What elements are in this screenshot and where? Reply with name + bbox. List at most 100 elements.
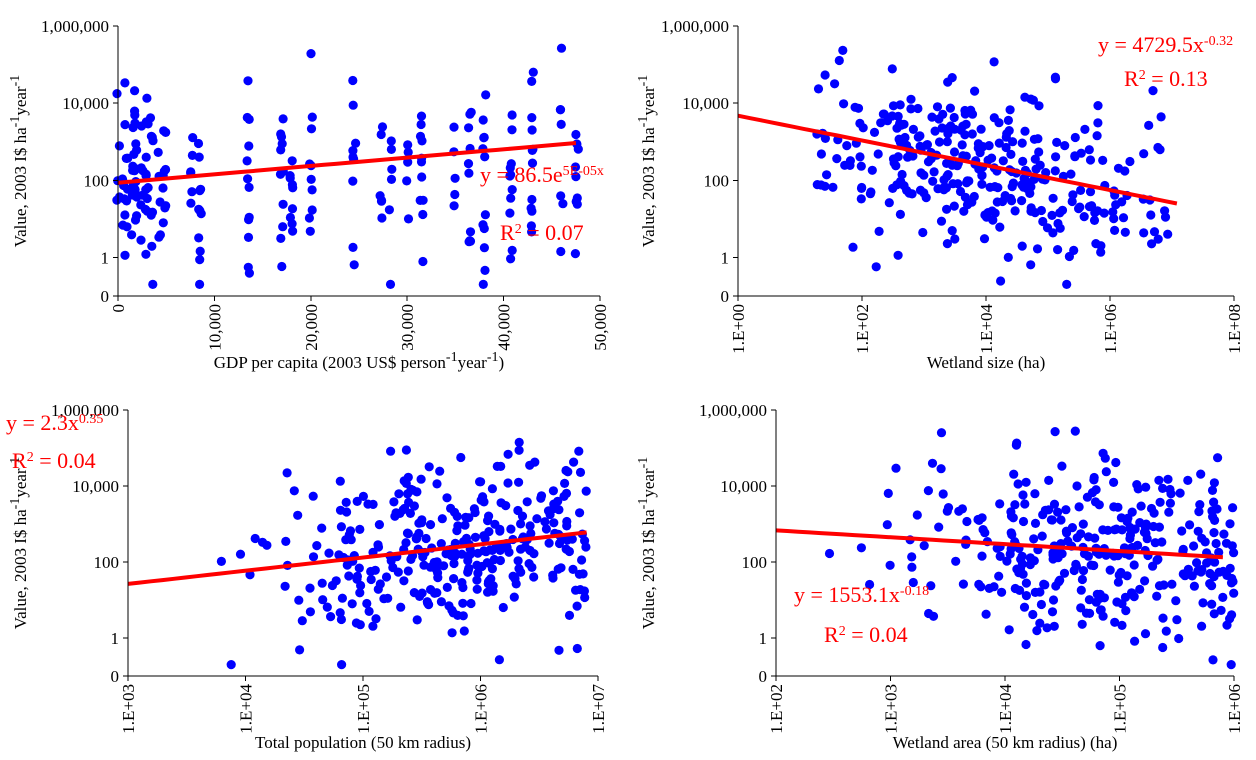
- y-tick-label: 100: [742, 553, 768, 572]
- chart-bottom-left: 0 1 100 10,000 1,000,000 1.E+03 1.E+04 1.E+05 1.…: [6, 401, 608, 752]
- x-tick-label: 0: [109, 304, 128, 313]
- data-point: [112, 89, 122, 99]
- x-tick-label: 20,000: [302, 304, 321, 351]
- trend-equation: y = 4729.5x-0.32: [1098, 32, 1233, 57]
- data-point: [527, 194, 537, 205]
- data-point: [424, 600, 434, 610]
- data-point: [1053, 507, 1063, 517]
- data-point: [1004, 126, 1014, 136]
- data-point: [906, 104, 916, 114]
- data-point: [942, 239, 952, 249]
- data-point: [899, 181, 909, 191]
- data-point: [216, 556, 226, 566]
- x-axis-label: Wetland area (50 km radius) (ha): [893, 733, 1118, 752]
- data-point: [530, 457, 540, 467]
- data-point: [990, 208, 1000, 218]
- data-point: [1030, 489, 1040, 499]
- data-point: [282, 468, 292, 478]
- data-point: [1048, 193, 1058, 203]
- data-point: [466, 107, 476, 117]
- data-point: [416, 157, 427, 167]
- data-point: [377, 213, 387, 223]
- data-point: [288, 226, 298, 236]
- data-point: [1038, 216, 1048, 227]
- y-tick-label: 100: [704, 171, 730, 190]
- data-point: [416, 474, 426, 484]
- data-point: [903, 152, 913, 162]
- y-tick-label: 100: [84, 171, 110, 190]
- data-point: [922, 140, 932, 150]
- data-point: [908, 577, 918, 588]
- data-point: [949, 201, 959, 211]
- data-point: [1017, 196, 1027, 206]
- data-point: [194, 233, 204, 243]
- data-point: [507, 125, 517, 135]
- data-point: [960, 130, 970, 140]
- x-tick-label: 1.E+05: [354, 684, 373, 734]
- data-point: [977, 551, 987, 561]
- data-point: [541, 524, 552, 534]
- data-point: [1072, 481, 1082, 491]
- data-point: [1032, 626, 1042, 636]
- data-point: [832, 154, 842, 164]
- data-point: [1127, 588, 1137, 598]
- data-point: [1149, 227, 1160, 237]
- data-point: [1015, 585, 1025, 595]
- data-point: [895, 209, 905, 219]
- data-point: [418, 209, 428, 220]
- data-point: [277, 261, 287, 272]
- data-point: [830, 79, 840, 89]
- data-point: [306, 174, 316, 184]
- data-point: [1192, 558, 1202, 568]
- data-point: [918, 227, 928, 238]
- data-point: [307, 185, 317, 195]
- data-point: [1161, 626, 1171, 636]
- data-point: [1140, 629, 1151, 639]
- data-point: [317, 578, 327, 588]
- x-tick-label: 1.E+04: [996, 684, 1015, 734]
- data-point: [580, 592, 590, 603]
- data-point: [527, 113, 537, 123]
- data-point: [942, 506, 952, 516]
- data-point: [459, 537, 469, 547]
- data-point: [571, 129, 581, 140]
- data-point: [527, 158, 538, 168]
- data-point: [421, 533, 431, 544]
- data-point: [1195, 500, 1205, 510]
- data-point: [1030, 154, 1040, 164]
- data-point: [938, 489, 948, 499]
- data-point: [193, 138, 204, 149]
- x-axis-label: GDP per capita (2003 US$ person-1year-1): [214, 350, 504, 373]
- data-point: [976, 582, 986, 592]
- data-point: [387, 164, 397, 174]
- data-point: [561, 544, 571, 554]
- data-point: [1227, 541, 1237, 551]
- trendline: [737, 113, 1178, 206]
- data-point: [824, 548, 835, 559]
- data-point: [143, 183, 153, 193]
- data-point: [464, 123, 474, 133]
- data-point: [447, 628, 457, 638]
- data-point: [487, 484, 497, 494]
- data-point: [463, 551, 473, 561]
- data-point: [522, 497, 532, 507]
- y-tick-label: 10,000: [720, 477, 767, 496]
- data-point: [147, 241, 157, 251]
- data-point: [514, 445, 524, 455]
- data-point: [970, 86, 980, 96]
- data-point: [1140, 576, 1150, 586]
- y-tick-label: 1,000,000: [41, 17, 109, 36]
- data-point: [995, 551, 1005, 561]
- data-point: [1018, 156, 1028, 166]
- data-point: [577, 555, 587, 565]
- data-point: [244, 141, 254, 151]
- data-point: [1117, 620, 1127, 630]
- data-point: [335, 608, 345, 618]
- data-point: [513, 556, 523, 566]
- data-point: [1153, 234, 1163, 244]
- data-point: [989, 57, 999, 67]
- data-point: [570, 249, 581, 259]
- data-point: [403, 566, 413, 576]
- data-point: [945, 103, 955, 113]
- data-point: [1205, 579, 1215, 589]
